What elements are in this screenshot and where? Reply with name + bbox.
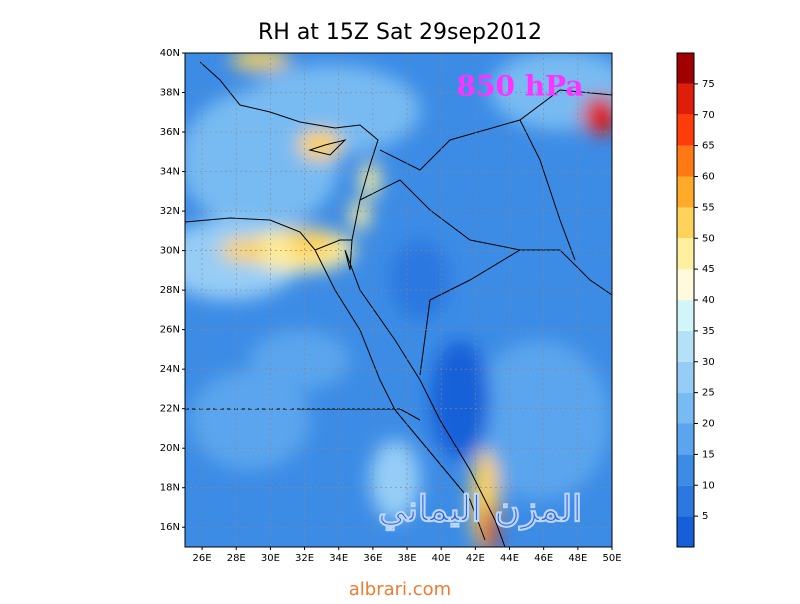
graticule [185, 53, 612, 547]
lon-label: 32E [295, 553, 314, 564]
colorbar-band [677, 53, 694, 84]
lat-label: 16N [160, 522, 180, 533]
axes: 40N 38N 36N 34N 32N 30N 28N 26N 24N 22N 20N 18N 16N 2… [160, 48, 622, 564]
lat-label: 26N [160, 325, 180, 336]
lat-label: 18N [160, 483, 180, 494]
lon-label: 38E [398, 553, 417, 564]
footer: albrari.com [349, 579, 451, 600]
lon-label: 48E [568, 553, 587, 564]
colorbar-label: 35 [702, 326, 715, 337]
colorbar-label: 30 [702, 357, 715, 368]
watermark: المزن اليماني [378, 488, 582, 531]
lat-label: 38N [160, 88, 180, 99]
lat-label: 20N [160, 443, 180, 454]
lat-label: 24N [160, 364, 180, 375]
colorbar: 5 10 15 20 25 30 35 40 45 50 55 60 65 70 75 [676, 52, 715, 548]
colorbar-band [677, 361, 694, 393]
lat-label: 30N [160, 246, 180, 257]
colorbar-label: 10 [702, 480, 715, 491]
lat-label: 28N [160, 285, 180, 296]
colorbar-band [677, 454, 694, 486]
lat-label: 34N [160, 167, 180, 178]
lat-label: 40N [160, 48, 180, 59]
colorbar-band [677, 392, 694, 424]
coastlines [185, 61, 612, 547]
colorbar-band [677, 516, 694, 547]
lon-label: 42E [466, 553, 485, 564]
colorbar-band [677, 238, 694, 270]
colorbar-band [677, 330, 694, 362]
colorbar-band [677, 114, 694, 146]
lon-label: 50E [602, 553, 621, 564]
colorbar-band [677, 269, 694, 300]
lon-label: 34E [329, 553, 348, 564]
colorbar-label: 25 [702, 388, 715, 399]
colorbar-band [677, 176, 694, 208]
colorbar-band [677, 300, 694, 331]
colorbar-label: 60 [702, 172, 715, 183]
lon-label: 30E [261, 553, 280, 564]
colorbar-label: 70 [702, 110, 715, 121]
colorbar-band [677, 83, 694, 115]
lat-label: 32N [160, 206, 180, 217]
colorbar-label: 5 [702, 511, 708, 522]
lon-label: 28E [227, 553, 246, 564]
lat-label: 36N [160, 127, 180, 138]
map-frame [184, 52, 613, 548]
colorbar-label: 65 [702, 141, 715, 152]
colorbar-band [677, 485, 694, 517]
lat-label: 22N [160, 404, 180, 415]
lon-label: 40E [432, 553, 451, 564]
lon-label: 36E [363, 553, 382, 564]
colorbar-label: 50 [702, 233, 715, 244]
colorbar-band [677, 207, 694, 239]
rh-field [185, 53, 612, 547]
colorbar-label: 15 [702, 449, 715, 460]
lon-label: 46E [534, 553, 553, 564]
colorbar-label: 55 [702, 202, 715, 213]
lon-label: 44E [500, 553, 519, 564]
colorbar-band [677, 423, 694, 455]
colorbar-label: 20 [702, 419, 715, 430]
colorbar-label: 40 [702, 295, 715, 306]
lon-label: 26E [193, 553, 212, 564]
colorbar-band [677, 145, 694, 177]
level-label: 850 hPa [457, 70, 584, 103]
colorbar-label: 45 [702, 264, 715, 275]
colorbar-label: 75 [702, 79, 715, 90]
title: RH at 15Z Sat 29sep2012 [258, 20, 542, 45]
